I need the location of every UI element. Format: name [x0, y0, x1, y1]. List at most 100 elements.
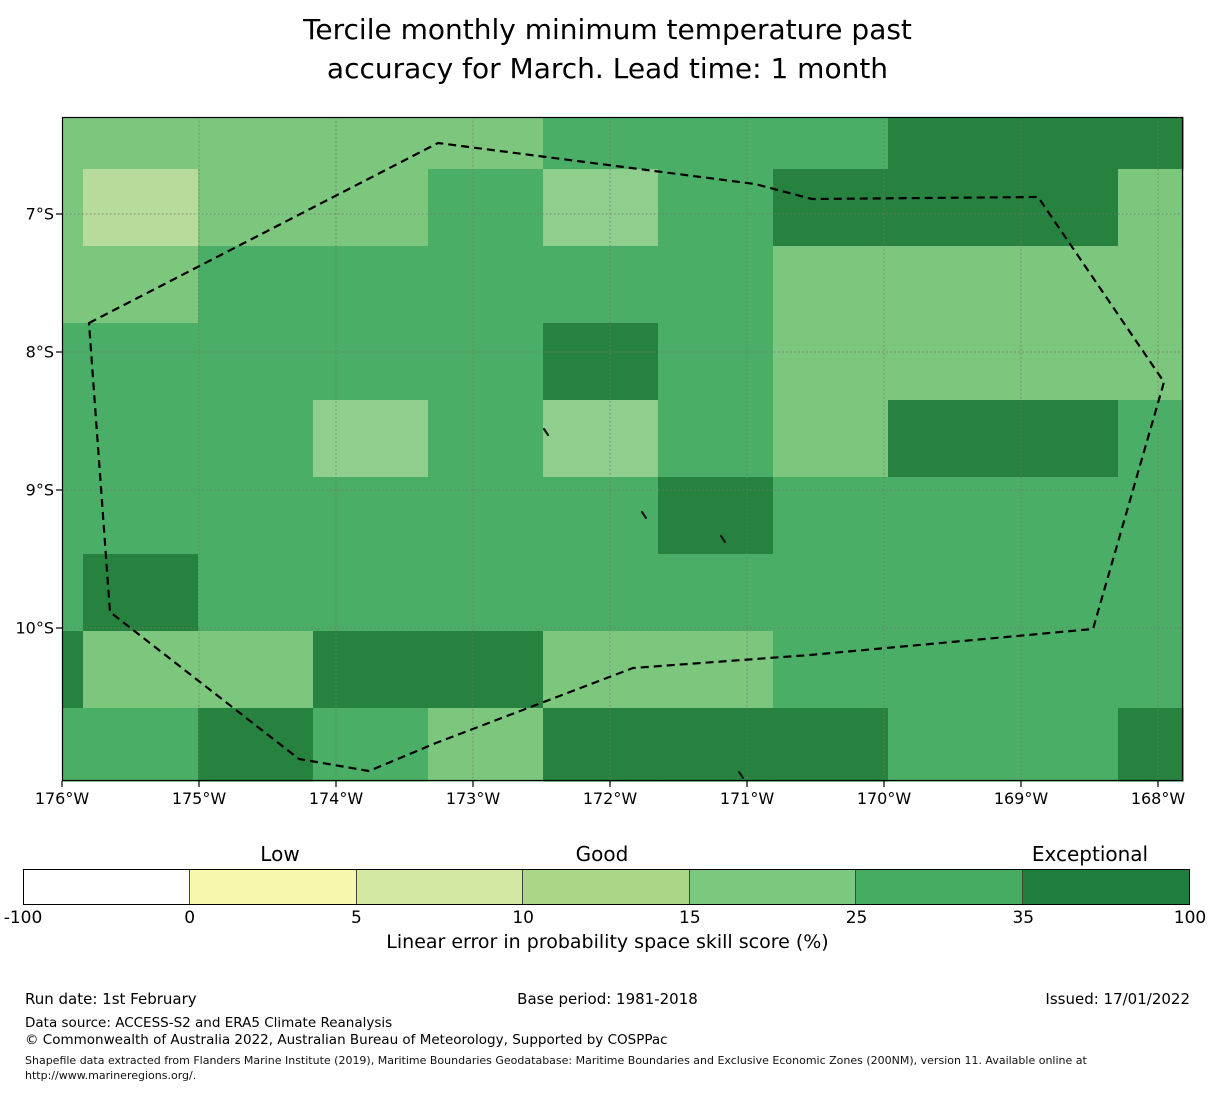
map-cell	[543, 554, 659, 632]
chart-title: Tercile monthly minimum temperature past…	[0, 10, 1215, 88]
map-cell	[198, 400, 314, 478]
map-cell	[1118, 477, 1184, 555]
map-cell	[428, 708, 544, 782]
map-cell	[773, 400, 889, 478]
map-cell	[773, 554, 889, 632]
map-cell	[1003, 169, 1119, 247]
map-cell	[62, 117, 84, 170]
colorbar-segment	[190, 870, 357, 904]
map-cell	[83, 169, 199, 247]
colorbar-tick-label: 100	[1173, 908, 1207, 928]
x-tick-label: 171°W	[719, 789, 775, 808]
map-cell	[888, 323, 1004, 401]
map-cell	[62, 323, 84, 401]
map-cell	[658, 400, 774, 478]
colorbar-segment	[24, 870, 191, 904]
map-cell	[658, 477, 774, 555]
map-cell	[62, 631, 84, 709]
map-cell	[658, 169, 774, 247]
island-mark	[542, 427, 550, 437]
map-cell	[888, 554, 1004, 632]
colorbar-tick-label: 15	[679, 908, 701, 928]
shapefile-attribution-line1: Shapefile data extracted from Flanders M…	[25, 1054, 1087, 1067]
map-cell	[198, 323, 314, 401]
map-cell	[543, 477, 659, 555]
colorbar-category-label: Low	[260, 842, 300, 866]
map-cell	[1118, 708, 1184, 782]
map-cell	[658, 323, 774, 401]
colorbar-segment	[689, 870, 857, 904]
y-tick-label: 9°S	[25, 480, 54, 500]
map-cell	[773, 708, 889, 782]
map-cell	[888, 708, 1004, 782]
map-cell	[428, 246, 544, 324]
x-tick-label: 176°W	[34, 789, 90, 808]
chart-title-line1: Tercile monthly minimum temperature past	[303, 13, 912, 46]
map-cell	[888, 477, 1004, 555]
map-cell	[198, 708, 314, 782]
shapefile-attribution-line2: http://www.marineregions.org/.	[25, 1069, 197, 1082]
map-cell	[198, 554, 314, 632]
map-cell	[543, 631, 659, 709]
map-cell	[888, 169, 1004, 247]
chart-title-line2: accuracy for March. Lead time: 1 month	[326, 52, 889, 85]
x-tick-label: 174°W	[308, 789, 364, 808]
map-cell	[543, 708, 659, 782]
map-cell	[428, 631, 544, 709]
map-cell	[62, 708, 84, 782]
map-border	[61, 116, 1184, 782]
map-cell	[1003, 400, 1119, 478]
map-cell	[428, 477, 544, 555]
map-cell	[62, 554, 84, 632]
map-cell	[888, 117, 1004, 170]
map-cell	[313, 246, 429, 324]
island-mark	[719, 534, 727, 544]
y-tick-label: 10°S	[15, 618, 54, 638]
map-cell	[1118, 631, 1184, 709]
copyright-text: © Commonwealth of Australia 2022, Austra…	[25, 1032, 668, 1048]
map-cell	[773, 117, 889, 170]
map-cell	[1003, 554, 1119, 632]
map-cell	[773, 631, 889, 709]
map-cell	[83, 554, 199, 632]
map-cell	[1003, 708, 1119, 782]
issued-text: Issued: 17/01/2022	[1045, 990, 1190, 1008]
map-cell	[313, 477, 429, 555]
colorbar-segment	[856, 870, 1023, 904]
map-cell	[83, 246, 199, 324]
x-tick-label: 175°W	[171, 789, 227, 808]
map-cell	[1003, 117, 1119, 170]
x-tick-label: 173°W	[445, 789, 501, 808]
map-cell	[313, 400, 429, 478]
map-cell	[543, 246, 659, 324]
colorbar-segment	[523, 870, 690, 904]
map-cell	[773, 246, 889, 324]
map-cell	[1003, 477, 1119, 555]
map-cell	[428, 169, 544, 247]
map-cell	[1003, 631, 1119, 709]
map-cell	[658, 117, 774, 170]
x-tick-label: 172°W	[582, 789, 638, 808]
heatmap-canvas	[56, 116, 1184, 787]
map-cell	[543, 400, 659, 478]
map-cell	[198, 117, 314, 170]
map-cell	[773, 169, 889, 247]
data-source-text: Data source: ACCESS-S2 and ERA5 Climate …	[25, 1015, 393, 1031]
map-cell	[313, 117, 429, 170]
map-cell	[658, 554, 774, 632]
island-mark	[737, 770, 745, 780]
x-tick-label: 169°W	[993, 789, 1049, 808]
run-date-text: Run date: 1st February	[25, 990, 197, 1008]
map-cell	[773, 323, 889, 401]
colorbar-axis-label: Linear error in probability space skill …	[386, 931, 829, 953]
map-cell	[313, 631, 429, 709]
map-cell	[313, 323, 429, 401]
map-cell	[888, 246, 1004, 324]
map-plot-area	[56, 116, 1184, 787]
map-cell	[62, 400, 84, 478]
map-cell	[658, 708, 774, 782]
map-cell	[62, 477, 84, 555]
map-cell	[543, 169, 659, 247]
map-cell	[1118, 117, 1184, 170]
